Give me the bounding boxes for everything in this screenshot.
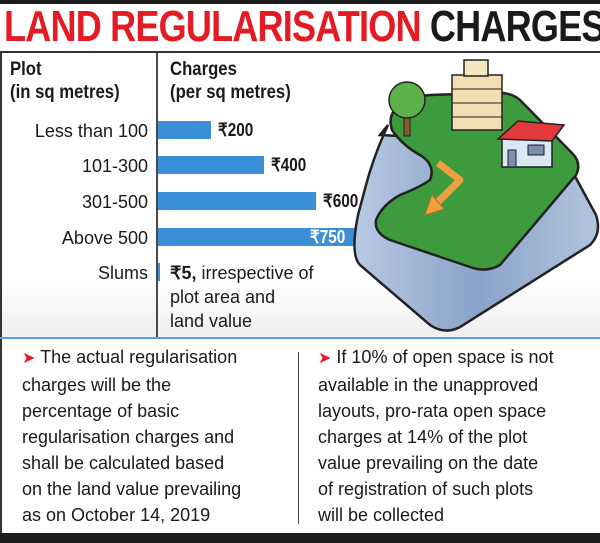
note-2: ➤ If 10% of open space is not available … — [318, 344, 600, 528]
bar-101-300 — [158, 156, 264, 174]
slums-note-line3: land value — [170, 311, 253, 331]
plot-header-line1: Plot — [10, 59, 42, 80]
row-label-101-300: 101-300 — [81, 156, 148, 176]
slums-note-line2: plot area and — [170, 287, 276, 307]
bullet-arrow-icon: ➤ — [22, 350, 36, 367]
note-1-line: on the land value prevailing — [22, 479, 242, 499]
note-2-line: value prevailing on the date — [318, 453, 539, 473]
bar-slums — [158, 263, 160, 281]
note-2-line: layouts, pro-rata open space — [318, 401, 547, 421]
plot-column-header: Plot (in sq metres) — [10, 58, 120, 104]
note-2-line: available in the unapproved — [318, 375, 539, 395]
house-roof-icon — [496, 120, 566, 142]
note-1-line: charges will be the — [22, 375, 172, 395]
land-plot-illustration — [353, 59, 600, 332]
note-2-line: will be collected — [318, 505, 445, 525]
row-label-above-500: Above 500 — [61, 228, 148, 248]
bar-301-500 — [158, 192, 316, 210]
bottom-bar — [0, 533, 600, 543]
bar-less-than-100 — [158, 121, 211, 139]
value-above-500: ₹750 — [310, 227, 346, 247]
note-2-line: of registration of such plots — [318, 479, 534, 499]
value-101-300: ₹400 — [271, 155, 307, 175]
note-1-line: shall be calculated based — [22, 453, 225, 473]
left-border — [0, 51, 2, 543]
note-1: ➤ The actual regularisation charges will… — [22, 344, 297, 528]
note-2-line: charges at 14% of the plot — [318, 427, 528, 447]
header-rule — [0, 51, 600, 53]
section-divider — [0, 337, 600, 339]
row-label-301-500: 301-500 — [81, 192, 148, 212]
note-1-line: regularisation charges and — [22, 427, 235, 447]
row-label-slums: Slums — [97, 263, 148, 283]
bar-above-500 — [158, 228, 356, 246]
title-part-black: CHARGES — [429, 2, 600, 51]
value-301-500: ₹600 — [323, 191, 359, 211]
slums-value: ₹5, — [170, 263, 197, 283]
note-1-line: as on October 14, 2019 — [22, 505, 211, 525]
notes-divider — [298, 352, 299, 524]
page-title: LAND REGULARISATION CHARGES — [4, 3, 600, 51]
charges-column-header: Charges (per sq metres) — [170, 58, 291, 104]
row-label-less-than-100: Less than 100 — [34, 121, 148, 141]
arrow-icon — [432, 160, 464, 208]
bullet-arrow-icon: ➤ — [318, 350, 332, 367]
charges-header-line2: (per sq metres) — [170, 82, 291, 103]
note-1-line: percentage of basic — [22, 401, 180, 421]
column-divider — [156, 53, 158, 337]
tree-icon — [388, 81, 426, 119]
plot-header-line2: (in sq metres) — [10, 82, 120, 103]
charges-header-line1: Charges — [170, 59, 237, 80]
top-bar — [0, 0, 600, 4]
slums-note-line1: irrespective of — [201, 263, 314, 283]
slums-note: ₹5, irrespective of plot area and land v… — [170, 261, 370, 333]
note-2-line: If 10% of open space is not — [336, 347, 554, 367]
title-part-red: LAND REGULARISATION — [4, 2, 422, 51]
note-1-line: The actual regularisation — [40, 347, 238, 367]
value-less-than-100: ₹200 — [218, 120, 254, 140]
